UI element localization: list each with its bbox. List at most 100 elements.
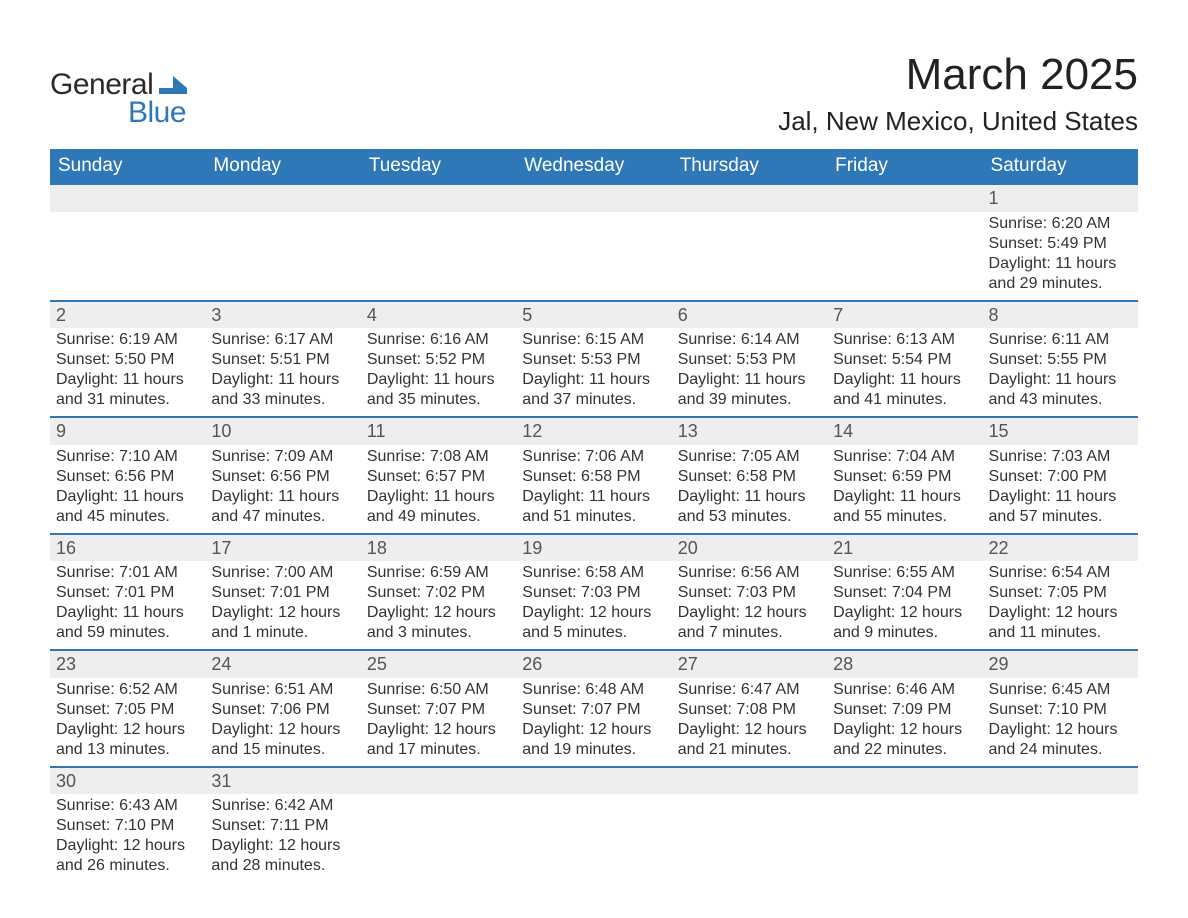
daylight-line: Daylight: 11 hours and 55 minutes. [833,487,976,527]
day-details: Sunrise: 6:51 AMSunset: 7:06 PMDaylight:… [205,678,360,766]
day-number: 9 [50,418,205,445]
day-number [205,185,360,212]
daylight-line: Daylight: 11 hours and 35 minutes. [367,370,510,410]
sunrise-line: Sunrise: 6:45 AM [989,680,1132,700]
calendar-day-cell: 11Sunrise: 7:08 AMSunset: 6:57 PMDayligh… [361,417,516,534]
sunset-line: Sunset: 7:08 PM [678,700,821,720]
calendar-day-cell: 22Sunrise: 6:54 AMSunset: 7:05 PMDayligh… [983,534,1138,651]
sunset-line: Sunset: 5:52 PM [367,350,510,370]
day-details: Sunrise: 7:03 AMSunset: 7:00 PMDaylight:… [983,445,1138,533]
daylight-line: Daylight: 12 hours and 22 minutes. [833,720,976,760]
sunset-line: Sunset: 6:57 PM [367,467,510,487]
day-details: Sunrise: 6:17 AMSunset: 5:51 PMDaylight:… [205,328,360,416]
daylight-line: Daylight: 11 hours and 47 minutes. [211,487,354,527]
day-details: Sunrise: 7:00 AMSunset: 7:01 PMDaylight:… [205,561,360,649]
weekday-header: Sunday [50,149,205,184]
sunrise-line: Sunrise: 7:00 AM [211,563,354,583]
day-details: Sunrise: 6:56 AMSunset: 7:03 PMDaylight:… [672,561,827,649]
calendar-day-cell [516,184,671,301]
calendar-day-cell [205,184,360,301]
day-details: Sunrise: 6:20 AMSunset: 5:49 PMDaylight:… [983,212,1138,300]
weekday-header: Friday [827,149,982,184]
sunset-line: Sunset: 5:55 PM [989,350,1132,370]
sunrise-line: Sunrise: 6:46 AM [833,680,976,700]
day-number: 7 [827,302,982,329]
calendar-week-row: 1Sunrise: 6:20 AMSunset: 5:49 PMDaylight… [50,184,1138,301]
calendar-day-cell: 8Sunrise: 6:11 AMSunset: 5:55 PMDaylight… [983,301,1138,418]
weekday-header: Thursday [672,149,827,184]
calendar-day-cell: 26Sunrise: 6:48 AMSunset: 7:07 PMDayligh… [516,650,671,767]
sunrise-line: Sunrise: 7:01 AM [56,563,199,583]
day-number: 17 [205,535,360,562]
day-number: 20 [672,535,827,562]
sunrise-line: Sunrise: 6:56 AM [678,563,821,583]
calendar-day-cell: 30Sunrise: 6:43 AMSunset: 7:10 PMDayligh… [50,767,205,883]
sunrise-line: Sunrise: 6:47 AM [678,680,821,700]
day-details: Sunrise: 6:19 AMSunset: 5:50 PMDaylight:… [50,328,205,416]
sunset-line: Sunset: 6:58 PM [522,467,665,487]
calendar-day-cell: 1Sunrise: 6:20 AMSunset: 5:49 PMDaylight… [983,184,1138,301]
day-number [516,768,671,795]
sunrise-line: Sunrise: 7:03 AM [989,447,1132,467]
calendar-day-cell: 25Sunrise: 6:50 AMSunset: 7:07 PMDayligh… [361,650,516,767]
sunset-line: Sunset: 7:07 PM [522,700,665,720]
day-details: Sunrise: 7:08 AMSunset: 6:57 PMDaylight:… [361,445,516,533]
day-number: 25 [361,651,516,678]
sunrise-line: Sunrise: 6:51 AM [211,680,354,700]
daylight-line: Daylight: 11 hours and 29 minutes. [989,254,1132,294]
calendar-day-cell: 6Sunrise: 6:14 AMSunset: 5:53 PMDaylight… [672,301,827,418]
daylight-line: Daylight: 11 hours and 45 minutes. [56,487,199,527]
day-number: 27 [672,651,827,678]
sunset-line: Sunset: 7:06 PM [211,700,354,720]
daylight-line: Daylight: 11 hours and 53 minutes. [678,487,821,527]
day-details: Sunrise: 7:10 AMSunset: 6:56 PMDaylight:… [50,445,205,533]
day-number: 15 [983,418,1138,445]
day-details [205,212,360,292]
day-details: Sunrise: 6:13 AMSunset: 5:54 PMDaylight:… [827,328,982,416]
sunset-line: Sunset: 7:04 PM [833,583,976,603]
sunrise-line: Sunrise: 6:54 AM [989,563,1132,583]
sunrise-line: Sunrise: 6:20 AM [989,214,1132,234]
calendar-day-cell: 29Sunrise: 6:45 AMSunset: 7:10 PMDayligh… [983,650,1138,767]
calendar-week-row: 23Sunrise: 6:52 AMSunset: 7:05 PMDayligh… [50,650,1138,767]
day-details: Sunrise: 7:04 AMSunset: 6:59 PMDaylight:… [827,445,982,533]
sunrise-line: Sunrise: 6:17 AM [211,330,354,350]
location-title: Jal, New Mexico, United States [778,106,1138,137]
day-number: 21 [827,535,982,562]
daylight-line: Daylight: 11 hours and 51 minutes. [522,487,665,527]
daylight-line: Daylight: 12 hours and 9 minutes. [833,603,976,643]
sunset-line: Sunset: 6:56 PM [56,467,199,487]
day-number: 8 [983,302,1138,329]
sunset-line: Sunset: 5:51 PM [211,350,354,370]
weekday-header: Wednesday [516,149,671,184]
sunset-line: Sunset: 5:49 PM [989,234,1132,254]
sunrise-line: Sunrise: 6:15 AM [522,330,665,350]
calendar-week-row: 30Sunrise: 6:43 AMSunset: 7:10 PMDayligh… [50,767,1138,883]
day-details [983,794,1138,874]
calendar-day-cell [827,184,982,301]
day-number: 3 [205,302,360,329]
title-block: March 2025 Jal, New Mexico, United State… [778,50,1138,137]
sunset-line: Sunset: 5:54 PM [833,350,976,370]
calendar-day-cell [361,767,516,883]
day-details: Sunrise: 6:16 AMSunset: 5:52 PMDaylight:… [361,328,516,416]
calendar-week-row: 16Sunrise: 7:01 AMSunset: 7:01 PMDayligh… [50,534,1138,651]
sunrise-line: Sunrise: 6:43 AM [56,796,199,816]
day-number: 11 [361,418,516,445]
day-number: 28 [827,651,982,678]
calendar-day-cell: 27Sunrise: 6:47 AMSunset: 7:08 PMDayligh… [672,650,827,767]
day-number: 1 [983,185,1138,212]
month-title: March 2025 [778,50,1138,100]
sunrise-line: Sunrise: 6:42 AM [211,796,354,816]
calendar-day-cell: 5Sunrise: 6:15 AMSunset: 5:53 PMDaylight… [516,301,671,418]
sunset-line: Sunset: 7:03 PM [522,583,665,603]
day-details: Sunrise: 6:15 AMSunset: 5:53 PMDaylight:… [516,328,671,416]
sunset-line: Sunset: 6:56 PM [211,467,354,487]
day-number [827,768,982,795]
sunset-line: Sunset: 7:02 PM [367,583,510,603]
day-number: 5 [516,302,671,329]
day-details: Sunrise: 6:58 AMSunset: 7:03 PMDaylight:… [516,561,671,649]
day-details: Sunrise: 6:47 AMSunset: 7:08 PMDaylight:… [672,678,827,766]
calendar-day-cell: 23Sunrise: 6:52 AMSunset: 7:05 PMDayligh… [50,650,205,767]
sunset-line: Sunset: 5:50 PM [56,350,199,370]
